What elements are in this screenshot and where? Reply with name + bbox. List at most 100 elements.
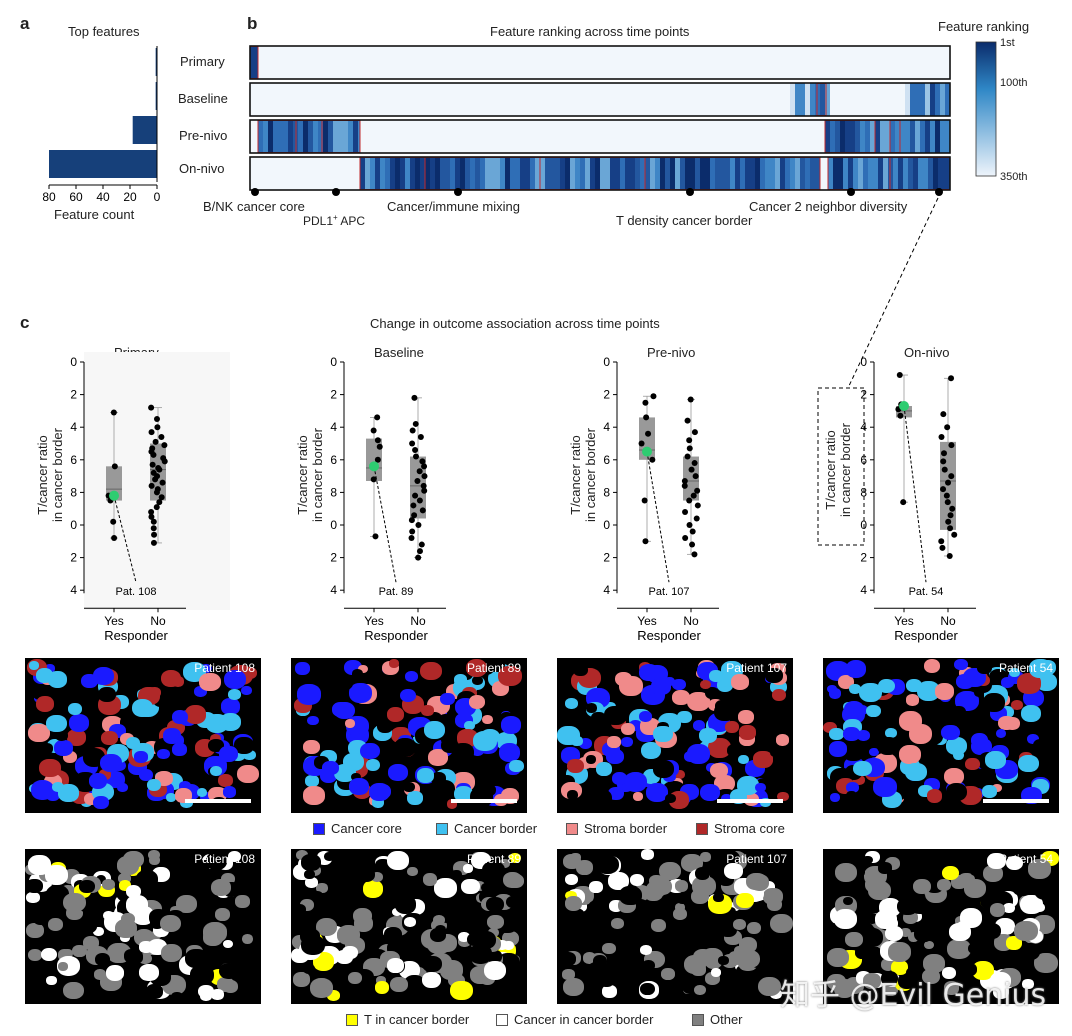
heatmap-cell xyxy=(835,120,840,153)
bar-primary xyxy=(155,48,158,76)
cell xyxy=(575,918,591,932)
cell xyxy=(26,879,43,893)
cell xyxy=(566,790,578,800)
cell xyxy=(905,763,927,782)
cell xyxy=(926,789,943,803)
cell xyxy=(602,985,617,998)
cell xyxy=(311,891,324,901)
heatmap-cell xyxy=(853,157,858,190)
cell xyxy=(866,704,882,718)
cell xyxy=(641,741,662,760)
cell xyxy=(853,867,865,877)
cell xyxy=(880,971,899,987)
heatmap-row-bg xyxy=(250,46,950,79)
cell xyxy=(403,975,425,993)
heatmap-cell xyxy=(910,83,915,116)
heatmap-cell xyxy=(805,83,810,116)
cell xyxy=(776,950,787,960)
patient-label: Pat. 108 xyxy=(116,586,157,598)
cell xyxy=(386,851,409,870)
cell xyxy=(504,977,521,992)
cell xyxy=(482,860,506,881)
cell xyxy=(731,674,750,690)
cell xyxy=(509,852,522,863)
heatmap-cell xyxy=(595,157,600,190)
cell xyxy=(905,967,921,980)
cell xyxy=(775,734,789,746)
heatmap-cell xyxy=(810,83,815,116)
cell xyxy=(134,751,148,763)
cell xyxy=(710,968,722,977)
cell xyxy=(171,709,189,725)
cell xyxy=(589,788,612,808)
cell xyxy=(604,706,627,726)
data-point xyxy=(686,437,693,444)
cell xyxy=(326,989,340,1001)
cell xyxy=(943,768,964,785)
cell xyxy=(677,710,692,724)
cell xyxy=(764,668,783,684)
cell xyxy=(160,669,182,688)
cell xyxy=(80,918,98,933)
boxplot-ytick-label: -14 xyxy=(603,583,610,597)
legend-label: Cancer border xyxy=(454,821,538,836)
cell xyxy=(755,715,771,728)
cell xyxy=(227,850,242,863)
data-point xyxy=(948,442,955,449)
cell xyxy=(400,688,417,703)
heatmap-cell xyxy=(800,83,805,116)
cell xyxy=(384,926,402,942)
data-point xyxy=(944,424,951,431)
heatmap-cell xyxy=(640,157,645,190)
cell xyxy=(502,940,514,950)
cell xyxy=(1011,877,1034,896)
cell xyxy=(860,928,883,948)
cell xyxy=(119,987,132,998)
cell xyxy=(707,738,731,758)
cell xyxy=(633,792,644,801)
cell xyxy=(632,920,655,939)
cell xyxy=(371,797,384,808)
heatmap-cell xyxy=(790,83,795,116)
cell xyxy=(982,785,998,798)
data-point xyxy=(689,528,696,535)
heatmap-cell xyxy=(390,157,395,190)
cell xyxy=(394,895,417,914)
boxplot-pre-nivo: 0 -2 -4 -6 -8 -10 -12 -14 Yes No Pat. 107 Responder xyxy=(603,355,719,643)
cell xyxy=(342,946,358,960)
cell xyxy=(620,722,636,735)
boxplot-ytick-label: -4 xyxy=(70,420,77,434)
cell xyxy=(714,702,736,722)
cell xyxy=(219,746,238,763)
heatmap-cell xyxy=(530,157,535,190)
cell xyxy=(483,961,507,981)
panel-a-title: Top features xyxy=(68,24,140,39)
boxplot-ylabel: T/cancer ratio in cancer border xyxy=(823,390,853,550)
data-point xyxy=(940,450,947,457)
cell xyxy=(40,947,57,962)
cell xyxy=(885,925,904,942)
cell xyxy=(834,862,858,882)
cell xyxy=(417,768,435,783)
cell xyxy=(573,664,588,677)
heatmap-cell xyxy=(655,157,660,190)
cell xyxy=(672,689,690,705)
heatmap-cell xyxy=(903,157,908,190)
heatmap-cell xyxy=(610,157,615,190)
cell xyxy=(687,744,711,764)
cell xyxy=(465,658,488,678)
cell xyxy=(738,755,750,765)
cell xyxy=(645,783,669,803)
panel-b-letter: b xyxy=(247,14,258,33)
cell xyxy=(726,743,743,757)
heatmap-cell xyxy=(700,157,705,190)
cell xyxy=(587,899,607,916)
border-image: Patient 89 xyxy=(291,849,527,1004)
data-point xyxy=(415,554,422,561)
data-point xyxy=(938,538,945,545)
scale-bar xyxy=(983,799,1049,803)
data-point xyxy=(642,399,649,406)
boxplot-ylabel: T/cancer ratio in cancer border xyxy=(35,395,65,555)
boxplot-on-nivo: 0 -2 -4 -6 -8 -10 -12 -14 Yes No Pat. 54 Responder xyxy=(860,355,976,643)
cell xyxy=(299,928,319,945)
